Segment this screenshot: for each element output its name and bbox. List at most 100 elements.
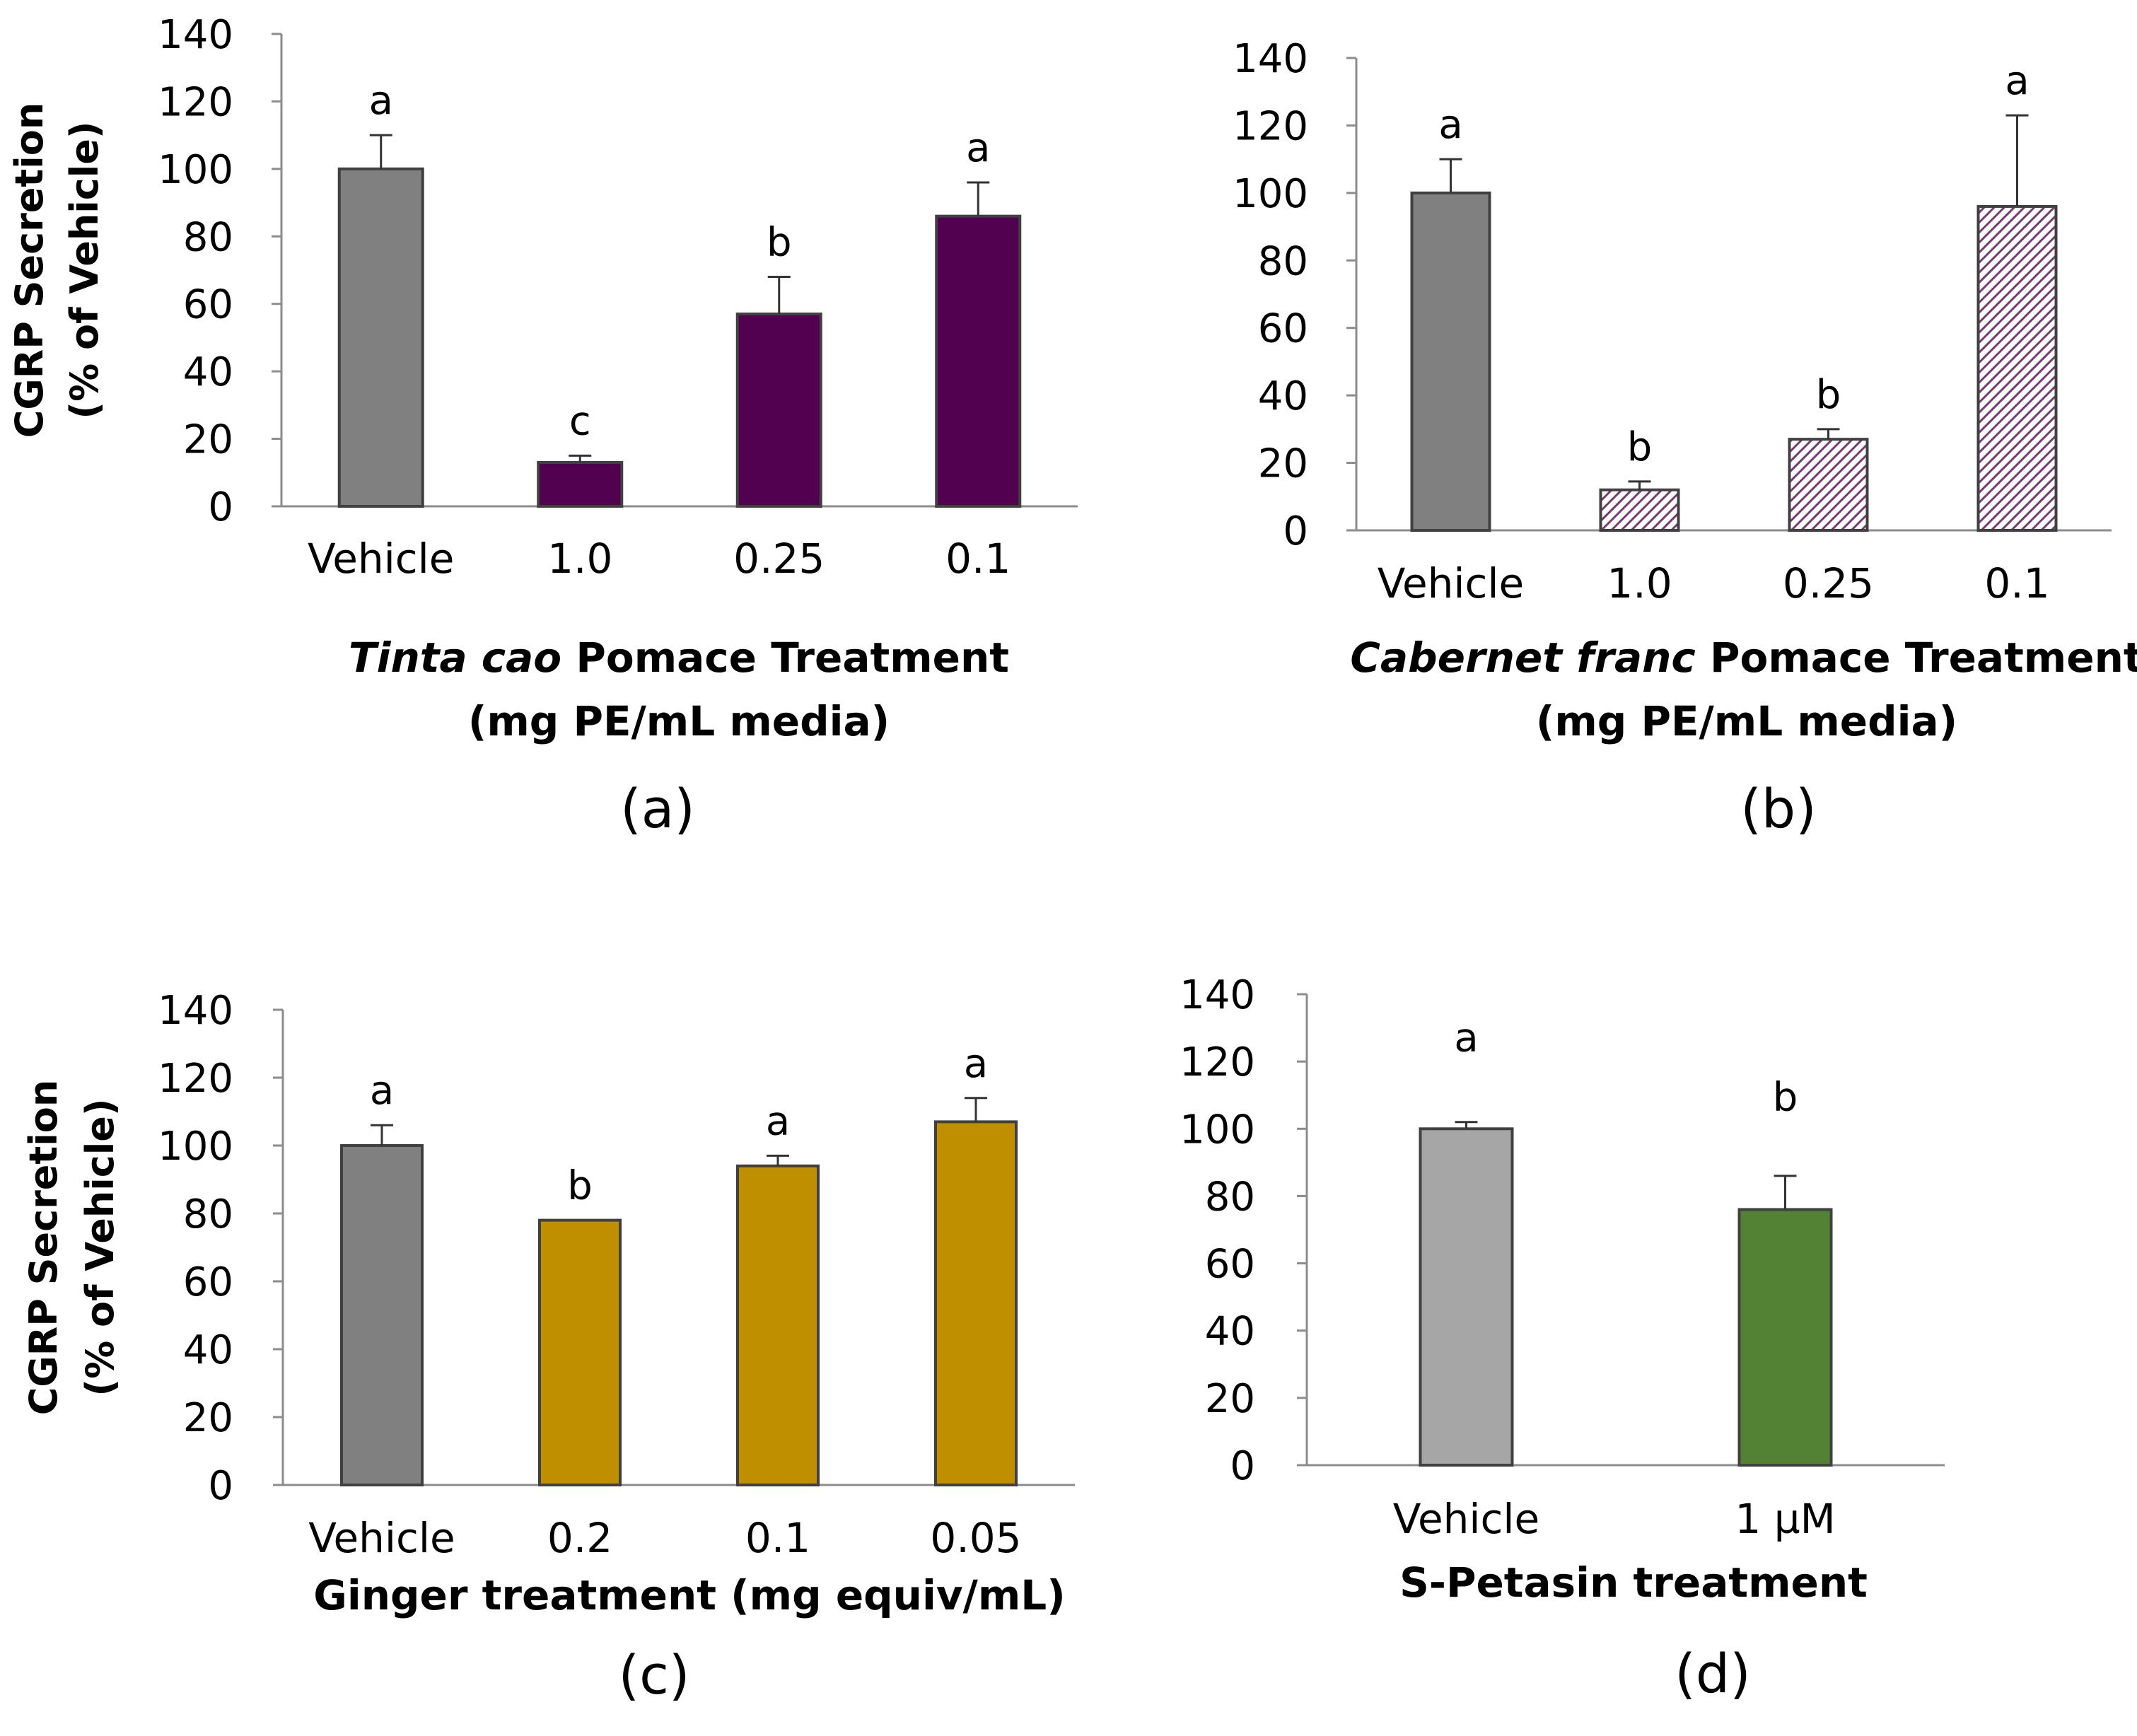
category-label: Vehicle bbox=[1378, 559, 1524, 607]
bar bbox=[1737, 1208, 1833, 1467]
y-tick-label: 40 bbox=[1205, 1309, 1255, 1355]
y-tick-label: 60 bbox=[183, 1259, 233, 1305]
significance-label: a bbox=[370, 1068, 394, 1114]
y-tick-label: 120 bbox=[158, 79, 233, 125]
bar bbox=[934, 1120, 1018, 1486]
significance-label: a bbox=[369, 78, 393, 124]
chart-panel-b: 0 20 40 60 80 100 120 140 a Vehicle b 1.0 b 0.25 a 0.1 C… bbox=[1233, 36, 2137, 840]
bar bbox=[538, 1218, 622, 1486]
category-label: 1.0 bbox=[1607, 559, 1672, 607]
significance-label: c bbox=[569, 398, 591, 444]
panel-label: (c) bbox=[618, 1643, 689, 1706]
x-axis-title: S-Petasin treatment bbox=[1399, 1559, 1868, 1607]
category-label: 0.1 bbox=[745, 1514, 810, 1562]
chart-panel-d: 0 20 40 60 80 100 120 140 a Vehicle b 1 µM S-Petasin… bbox=[1180, 972, 1945, 1705]
y-tick-label: 80 bbox=[183, 214, 233, 260]
y-tick-label: 140 bbox=[158, 12, 233, 58]
y-tick-label: 120 bbox=[1180, 1039, 1255, 1085]
y-axis-title: CGRP Secretion bbox=[21, 1080, 66, 1416]
y-tick-label: 20 bbox=[1258, 441, 1308, 487]
bar bbox=[1419, 1127, 1514, 1467]
x-axis-title: (mg PE/mL media) bbox=[1536, 697, 1957, 745]
y-tick-label: 0 bbox=[208, 484, 233, 530]
y-tick-label: 20 bbox=[183, 417, 233, 463]
x-axis-title-run: Pomace Treatment bbox=[561, 634, 1009, 682]
panel-label: (a) bbox=[620, 777, 695, 840]
significance-label: a bbox=[1438, 102, 1462, 148]
bar bbox=[1410, 191, 1491, 532]
x-axis-title-run: Ginger treatment (mg equiv/mL) bbox=[313, 1571, 1066, 1619]
category-label: Vehicle bbox=[1393, 1495, 1539, 1543]
significance-label: b bbox=[1816, 372, 1841, 418]
panel-label: (b) bbox=[1740, 777, 1817, 840]
category-label: Vehicle bbox=[308, 1514, 455, 1562]
chart-panel-c: 0 20 40 60 80 100 120 140 a Vehicle b 0.2 a 0.1 a 0.05 C… bbox=[21, 988, 1075, 1706]
significance-label: b bbox=[567, 1163, 593, 1209]
category-label: 0.05 bbox=[930, 1514, 1021, 1562]
y-tick-label: 140 bbox=[1233, 36, 1308, 82]
y-tick-label: 100 bbox=[158, 1124, 233, 1170]
x-axis-title: Cabernet franc Pomace Treatment bbox=[1350, 634, 2137, 682]
significance-label: a bbox=[1454, 1015, 1478, 1061]
significance-label: b bbox=[1773, 1074, 1798, 1120]
y-tick-label: 140 bbox=[158, 988, 233, 1034]
category-label: 0.1 bbox=[945, 535, 1011, 583]
y-axis-title: (% of Vehicle) bbox=[78, 1098, 122, 1396]
y-tick-label: 40 bbox=[183, 349, 233, 395]
category-label: 0.1 bbox=[1984, 559, 2049, 607]
x-axis-title-run: Tinta cao bbox=[349, 634, 561, 682]
significance-label: a bbox=[966, 125, 990, 171]
significance-label: a bbox=[964, 1041, 988, 1087]
x-axis-title: (mg PE/mL media) bbox=[468, 697, 890, 745]
y-tick-label: 0 bbox=[208, 1463, 233, 1509]
y-tick-label: 60 bbox=[1205, 1242, 1255, 1288]
y-tick-label: 100 bbox=[158, 147, 233, 193]
category-label: 0.2 bbox=[547, 1514, 612, 1562]
x-axis-title-run: Pomace Treatment bbox=[1696, 634, 2137, 682]
y-tick-label: 0 bbox=[1283, 508, 1308, 554]
x-axis-title-run: (mg PE/mL media) bbox=[1536, 697, 1957, 745]
x-axis-title-run: Cabernet franc bbox=[1350, 634, 1695, 682]
y-axis-title: CGRP Secretion bbox=[7, 103, 52, 438]
bar bbox=[1788, 438, 1869, 532]
y-tick-label: 100 bbox=[1180, 1107, 1255, 1153]
significance-label: a bbox=[2005, 58, 2029, 104]
category-label: 0.25 bbox=[733, 535, 825, 583]
y-tick-label: 0 bbox=[1230, 1443, 1255, 1489]
y-tick-label: 80 bbox=[1205, 1174, 1255, 1220]
y-tick-label: 20 bbox=[183, 1395, 233, 1441]
y-tick-label: 120 bbox=[158, 1056, 233, 1102]
bar bbox=[1599, 488, 1680, 532]
y-tick-label: 40 bbox=[1258, 373, 1308, 419]
y-tick-label: 140 bbox=[1180, 972, 1255, 1018]
category-label: 1.0 bbox=[547, 535, 612, 583]
x-axis-title-run: S-Petasin treatment bbox=[1399, 1559, 1868, 1607]
category-label: 0.25 bbox=[1783, 559, 1874, 607]
y-tick-label: 20 bbox=[1205, 1376, 1255, 1422]
bar bbox=[340, 1144, 424, 1486]
y-tick-label: 100 bbox=[1233, 171, 1308, 217]
panel-label: (d) bbox=[1675, 1642, 1751, 1705]
y-tick-label: 120 bbox=[1233, 103, 1308, 149]
chart-panel-a: 0 20 40 60 80 100 120 140 a Vehicle c 1.0 b 0.25 a 0.1 C… bbox=[7, 12, 1078, 840]
category-label: 1 µM bbox=[1735, 1495, 1835, 1543]
bar bbox=[1976, 204, 2058, 532]
bar bbox=[735, 313, 822, 508]
x-axis-title-run: (mg PE/mL media) bbox=[468, 697, 890, 745]
bar bbox=[337, 167, 424, 508]
x-axis-title: Ginger treatment (mg equiv/mL) bbox=[313, 1571, 1066, 1619]
bar bbox=[736, 1164, 820, 1487]
bar bbox=[935, 214, 1022, 508]
significance-label: b bbox=[767, 220, 792, 266]
category-label: Vehicle bbox=[308, 535, 454, 583]
significance-label: b bbox=[1627, 424, 1653, 470]
y-tick-label: 80 bbox=[183, 1192, 233, 1237]
significance-label: a bbox=[766, 1098, 790, 1144]
y-tick-label: 60 bbox=[1258, 306, 1308, 352]
x-axis-title: Tinta cao Pomace Treatment bbox=[349, 634, 1009, 682]
y-tick-label: 40 bbox=[183, 1327, 233, 1373]
y-axis-title: (% of Vehicle) bbox=[62, 121, 107, 419]
y-tick-label: 80 bbox=[1258, 238, 1308, 284]
y-tick-label: 60 bbox=[183, 282, 233, 328]
